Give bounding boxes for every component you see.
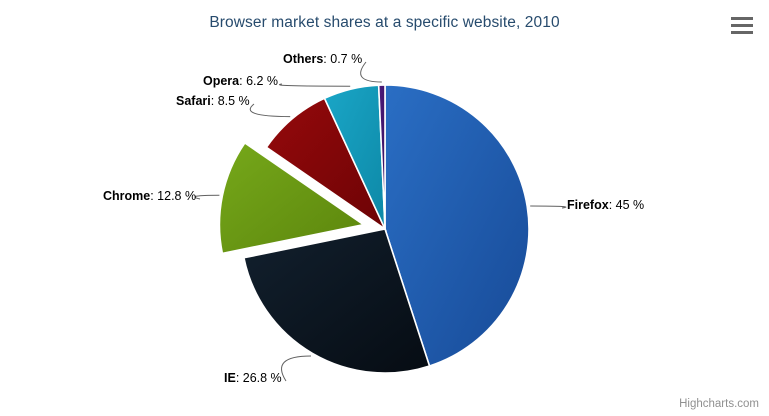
pie-slice-chrome[interactable]: [218, 141, 366, 255]
data-label-safari: Safari: 8.5 %: [176, 94, 250, 108]
data-label-value: : 0.7 %: [323, 52, 363, 66]
hamburger-bar: [731, 31, 753, 34]
connector-safari: [249, 103, 291, 118]
pie-slice-ie[interactable]: [242, 228, 431, 374]
data-label-name: Safari: [176, 94, 211, 108]
data-label-value: : 26.8 %: [235, 371, 282, 385]
data-label-name: Firefox: [567, 198, 609, 212]
data-label-value: : 12.8 %: [150, 189, 197, 203]
highcharts-credit[interactable]: Highcharts.com: [679, 398, 759, 410]
hamburger-bar: [731, 24, 753, 27]
data-label-others: Others: 0.7 %: [283, 52, 362, 66]
data-label-firefox: Firefox: 45 %: [567, 198, 644, 212]
data-label-name: Chrome: [103, 189, 151, 203]
pie-slice-firefox[interactable]: [384, 84, 530, 367]
data-label-value: : 45 %: [608, 198, 645, 212]
pie-slice-others[interactable]: [377, 84, 386, 230]
data-label-value: : 6.2 %: [239, 74, 279, 88]
data-label-chrome: Chrome: 12.8 %: [103, 189, 196, 203]
data-label-ie: IE: 26.8 %: [224, 371, 282, 385]
hamburger-menu-icon[interactable]: [731, 17, 753, 34]
data-label-value: : 8.5 %: [210, 94, 250, 108]
data-label-name: Opera: [203, 74, 240, 88]
pie-slices: [218, 84, 530, 374]
chart-title: Browser market shares at a specific webs…: [209, 14, 560, 31]
connector-firefox: [530, 205, 567, 209]
connector-ie: [281, 355, 312, 382]
hamburger-bar: [731, 17, 753, 20]
connector-opera: [279, 83, 351, 87]
connector-chrome: [194, 194, 220, 200]
connector-others: [360, 61, 382, 83]
data-label-connectors: [194, 61, 567, 382]
data-label-opera: Opera: 6.2 %: [203, 74, 278, 88]
data-label-name: Others: [283, 52, 324, 66]
data-label-name: IE: [224, 371, 236, 385]
